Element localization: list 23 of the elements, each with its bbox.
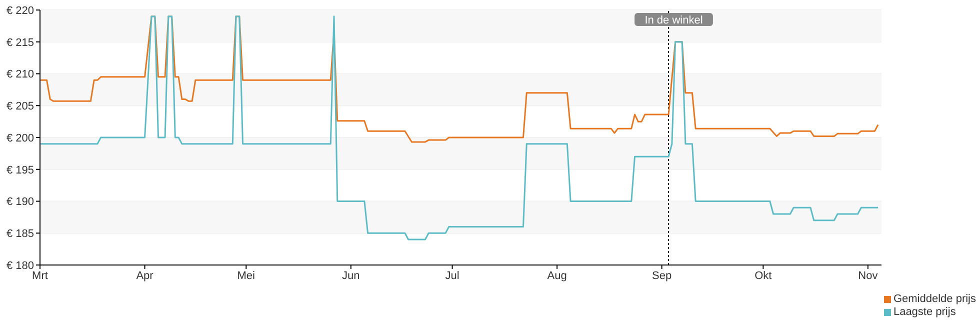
y-tick-label: € 190 <box>6 196 34 208</box>
x-tick-label: Okt <box>754 270 772 282</box>
y-tick-label: € 195 <box>6 164 34 176</box>
y-tick-label: € 220 <box>6 4 34 17</box>
x-tick-label: Nov <box>858 270 878 282</box>
y-tick-label: € 215 <box>6 36 34 49</box>
line-series <box>40 16 879 143</box>
line-series <box>40 16 879 240</box>
x-tick-label: Mei <box>237 270 256 282</box>
y-tick-label: € 205 <box>6 100 34 113</box>
y-tick-label: € 200 <box>6 132 34 144</box>
legend-label: Laagste prijs <box>892 306 957 319</box>
x-tick-label: Aug <box>547 270 567 282</box>
y-tick-label: € 210 <box>6 68 34 81</box>
y-tick-label: € 185 <box>6 228 34 240</box>
x-tick-label: Sep <box>652 270 672 282</box>
x-tick-label: Mrt <box>32 270 48 282</box>
legend-label: Gemiddelde prijs <box>892 293 976 306</box>
y-tick-label: € 180 <box>6 260 34 272</box>
ref-line-label: In de winkel <box>644 14 703 26</box>
x-tick-label: Apr <box>136 270 154 282</box>
x-tick-label: Jul <box>445 270 460 282</box>
x-tick-label: Jun <box>342 270 360 282</box>
